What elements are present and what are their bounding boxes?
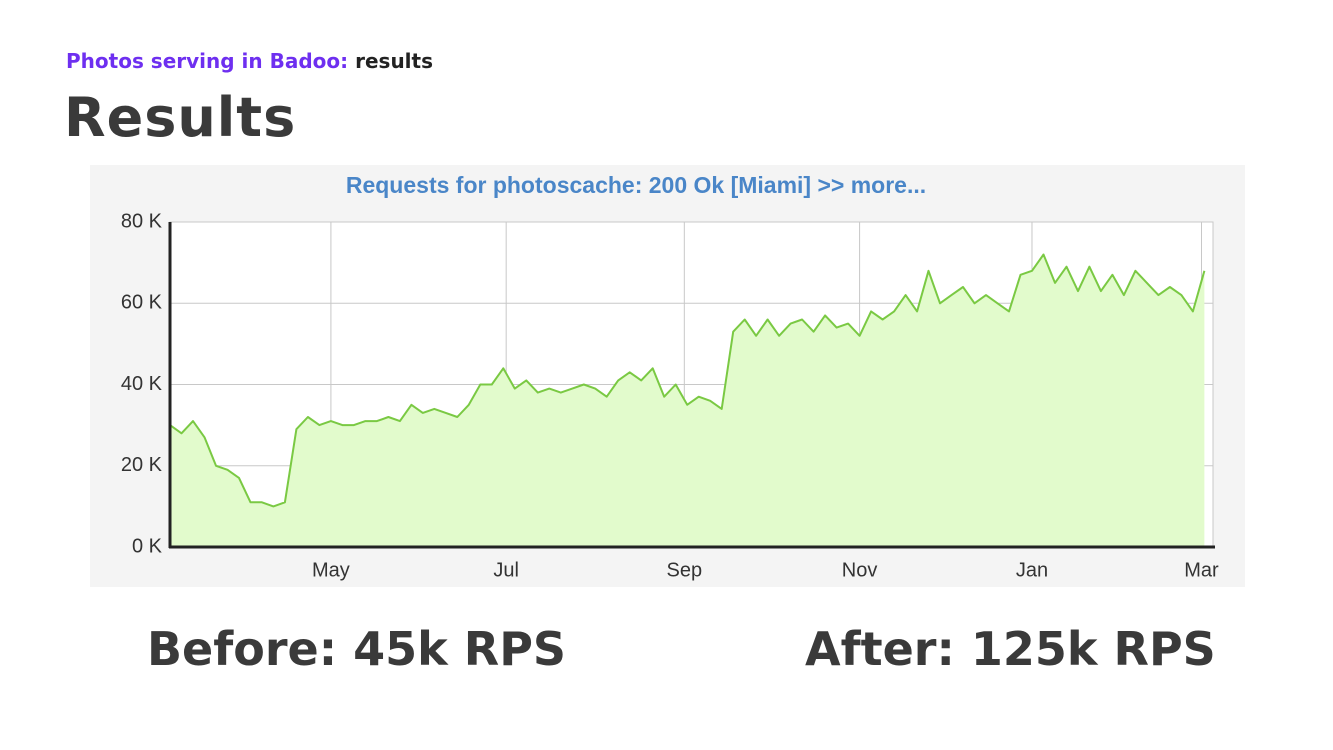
y-tick-label: 40 K [121,373,163,395]
x-tick-label: Jan [1016,559,1048,581]
area-fill [170,254,1205,547]
x-tick-label: May [312,559,350,581]
x-tick-label: Jul [493,559,519,581]
y-tick-label: 0 K [132,535,163,557]
after-text: After: 125k RPS [805,622,1216,676]
x-tick-label: Mar [1184,559,1219,581]
breadcrumb-section: Photos serving in Badoo: [66,49,349,73]
slide-title: Results [64,86,297,149]
y-tick-label: 80 K [121,210,163,232]
chart-title: Requests for photoscache: 200 Ok [Miami]… [346,172,926,198]
x-tick-label: Nov [842,559,878,581]
y-tick-label: 60 K [121,292,163,314]
breadcrumb-subsection: results [355,49,433,73]
before-text: Before: 45k RPS [147,622,567,676]
y-tick-label: 20 K [121,454,163,476]
area-line [169,253,1206,508]
x-tick-label: Sep [667,559,703,581]
breadcrumb: Photos serving in Badoo: results [66,49,433,73]
